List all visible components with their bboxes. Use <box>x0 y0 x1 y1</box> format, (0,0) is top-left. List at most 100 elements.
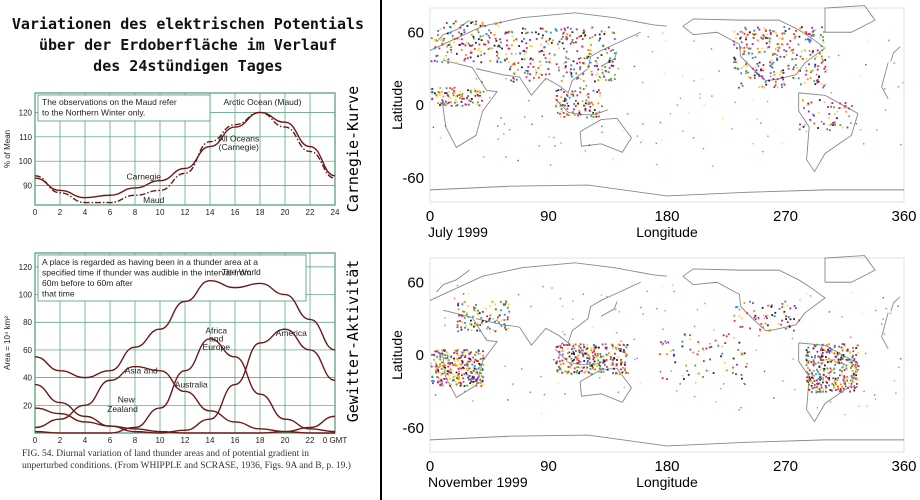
flash-dot <box>848 361 851 364</box>
flash-dot <box>435 94 438 96</box>
flash-dot <box>780 71 782 73</box>
flash-dot <box>838 362 841 365</box>
flash-dot <box>695 382 697 384</box>
flash-dot <box>622 366 624 369</box>
flash-dot <box>769 64 772 67</box>
flash-dot <box>820 61 823 64</box>
flash-dot <box>822 343 824 346</box>
flash-dot <box>453 41 455 44</box>
flash-dot <box>749 47 752 50</box>
flash-dot <box>542 34 544 37</box>
flash-dot <box>857 378 859 381</box>
flash-dot <box>499 38 501 41</box>
flash-dot <box>534 73 537 76</box>
flash-dot <box>474 354 477 356</box>
flash-dot <box>619 344 621 347</box>
flash-dot <box>854 377 857 380</box>
flash-dot <box>841 358 844 360</box>
flash-dot <box>529 58 532 61</box>
flash-dot <box>819 391 822 393</box>
flash-dot <box>806 376 808 379</box>
flash-dot <box>582 349 584 352</box>
flash-dot <box>598 39 601 42</box>
flash-dot <box>461 360 464 363</box>
flash-dot <box>505 31 507 34</box>
flash-dot <box>477 49 480 51</box>
flash-dot <box>898 366 900 369</box>
flash-dot <box>745 365 747 368</box>
x-tick-label: 16 <box>231 436 240 445</box>
flash-dot <box>471 44 474 47</box>
flash-dot <box>840 356 843 359</box>
flash-dot <box>615 332 618 334</box>
flash-dot <box>584 104 587 106</box>
flash-dot <box>612 372 614 375</box>
flash-dot <box>582 29 585 32</box>
flash-dot <box>475 368 478 371</box>
flash-dot <box>851 292 853 294</box>
flash-dot <box>782 72 785 74</box>
flash-dot <box>564 357 566 360</box>
flash-dot <box>605 348 608 350</box>
x-tick-label: 180 <box>654 208 679 225</box>
flash-dot <box>592 367 594 370</box>
flash-dot <box>560 80 563 82</box>
flash-dot <box>596 65 598 67</box>
flash-dot <box>439 282 442 285</box>
flash-dot <box>624 367 626 370</box>
flash-dot <box>460 326 463 329</box>
flash-dot <box>822 380 824 382</box>
flash-dot <box>460 49 463 51</box>
flash-dot <box>493 34 496 36</box>
flash-dot <box>852 346 854 349</box>
flash-dot <box>462 293 465 295</box>
flash-dot <box>613 357 615 359</box>
flash-dot <box>822 359 825 361</box>
flash-dot <box>785 318 787 320</box>
flash-dot <box>465 363 468 366</box>
flash-dot <box>440 352 443 355</box>
flash-dot <box>814 83 817 85</box>
flash-dot <box>467 360 470 363</box>
flash-dot <box>812 347 815 350</box>
flash-dot <box>511 35 514 38</box>
flash-dot <box>518 45 521 47</box>
flash-dot <box>833 371 836 374</box>
flash-dot <box>495 50 498 53</box>
flash-dot <box>818 366 821 368</box>
flash-dot <box>797 70 800 72</box>
flash-dot <box>681 345 684 348</box>
flash-dot <box>820 82 823 85</box>
flash-dot <box>823 122 825 125</box>
flash-dot <box>579 91 582 94</box>
flash-dot <box>488 319 490 321</box>
x-tick-label: 270 <box>773 458 798 475</box>
flash-dot <box>902 82 904 84</box>
flash-dot <box>875 309 877 312</box>
flash-dot <box>741 317 743 320</box>
flash-dot <box>560 96 563 99</box>
flash-dot <box>745 70 748 72</box>
flash-dot <box>732 357 735 360</box>
flash-dot <box>838 352 840 354</box>
flash-dot <box>852 355 854 357</box>
flash-dot <box>833 344 836 347</box>
x-tick-label: 18 <box>256 208 265 217</box>
flash-dot <box>798 35 801 38</box>
flash-dot <box>604 70 607 72</box>
flash-dot <box>571 352 573 355</box>
flash-dot <box>540 375 542 378</box>
flash-dot <box>602 370 605 373</box>
flash-dot <box>701 78 703 80</box>
flash-dot <box>823 367 826 370</box>
flash-dot <box>866 40 868 43</box>
flash-dot <box>663 73 666 75</box>
flash-dot <box>570 93 573 96</box>
flash-dot <box>788 27 791 30</box>
flash-dot <box>762 150 764 153</box>
flash-dot <box>823 101 826 103</box>
flash-dot <box>468 360 471 363</box>
flash-dot <box>572 93 574 96</box>
flash-dot <box>440 368 443 370</box>
flash-dot <box>844 379 847 382</box>
